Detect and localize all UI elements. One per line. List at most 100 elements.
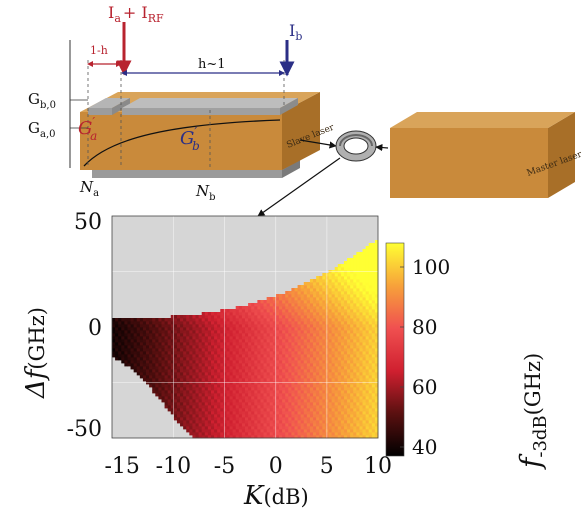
- heatmap-cell: [269, 366, 274, 370]
- heatmap-cell: [294, 363, 298, 367]
- heatmap-cell: [374, 309, 379, 313]
- heatmap-cell: [118, 333, 122, 337]
- heatmap-cell: [356, 297, 360, 301]
- heatmap-cell: [263, 354, 268, 358]
- heatmap-cell: [161, 342, 165, 346]
- heatmap-cell: [371, 309, 376, 313]
- heatmap-cell: [306, 318, 311, 322]
- heatmap-cell: [279, 294, 283, 298]
- x-tick-labels: -15 -10 -5 0 5 10: [104, 454, 392, 479]
- heatmap-cell: [127, 327, 131, 331]
- heatmap-cell: [359, 423, 363, 427]
- heatmap-cell: [257, 363, 261, 367]
- heatmap-cell: [350, 315, 354, 319]
- heatmap-cell: [152, 327, 156, 331]
- heatmap-cell: [294, 330, 298, 334]
- heatmap-cell: [176, 366, 181, 370]
- heatmap-cell: [353, 408, 357, 412]
- heatmap-cell: [328, 318, 332, 322]
- heatmap-cell: [241, 393, 246, 397]
- heatmap-cell: [257, 384, 261, 388]
- heatmap-cell: [263, 435, 268, 439]
- heatmap-cell: [374, 369, 379, 373]
- heatmap-cell: [152, 333, 156, 337]
- heatmap-cell: [167, 402, 172, 406]
- heatmap-cell: [257, 348, 261, 352]
- heatmap-cell: [279, 357, 283, 361]
- heatmap-cell: [189, 345, 193, 349]
- heatmap-cell: [158, 342, 162, 346]
- heatmap-cell: [365, 357, 370, 361]
- heatmap-cell: [266, 423, 271, 427]
- heatmap-cell: [272, 429, 277, 433]
- heatmap-cell: [146, 321, 150, 325]
- heatmap-cell: [152, 348, 156, 352]
- heatmap-cell: [263, 426, 268, 430]
- heatmap-cell: [223, 399, 227, 403]
- heatmap-cell: [241, 426, 246, 430]
- heatmap-cell: [313, 297, 317, 301]
- heatmap-cell: [198, 414, 203, 418]
- heatmap-cell: [127, 330, 131, 334]
- heatmap-cell: [353, 414, 357, 418]
- g-a-prime-label: G′ a: [78, 115, 97, 143]
- heatmap-cell: [368, 417, 373, 421]
- heatmap-cell: [183, 426, 187, 430]
- heatmap-cell: [309, 432, 314, 436]
- heatmap-cell: [192, 348, 196, 352]
- heatmap-cell: [337, 384, 342, 388]
- heatmap-cell: [186, 318, 190, 322]
- heatmap-cell: [353, 312, 357, 316]
- heatmap-cell: [331, 282, 336, 286]
- heatmap-cell: [353, 294, 357, 298]
- heatmap-cell: [204, 354, 209, 358]
- heatmap-cell: [223, 417, 227, 421]
- heatmap-cell: [319, 420, 323, 424]
- heatmap-cell: [170, 384, 175, 388]
- heatmap-cell: [313, 327, 317, 331]
- heatmap-cell: [368, 324, 373, 328]
- heatmap-cell: [371, 300, 376, 304]
- heatmap-cell: [248, 306, 252, 310]
- heatmap-cell: [121, 345, 125, 349]
- heatmap-cell: [368, 342, 373, 346]
- heatmap-cell: [288, 405, 292, 409]
- heatmap-cell: [118, 339, 122, 343]
- heatmap-cell: [356, 426, 360, 430]
- gain-curve: [83, 119, 281, 167]
- heatmap-cell: [279, 354, 283, 358]
- heatmap-cell: [189, 396, 193, 400]
- heatmap-cell: [343, 342, 348, 346]
- heatmap-cell: [146, 357, 150, 361]
- heatmap-cell: [220, 327, 224, 331]
- heatmap-cell: [350, 432, 354, 436]
- heatmap-cell: [300, 390, 305, 394]
- heatmap-cell: [183, 414, 187, 418]
- heatmap-cell: [115, 342, 119, 346]
- heatmap-cell: [161, 372, 165, 376]
- heatmap-cell: [155, 384, 159, 388]
- heatmap-cell: [294, 435, 298, 439]
- heatmap-cell: [201, 384, 206, 388]
- heatmap-cell: [359, 408, 363, 412]
- heatmap-cell: [356, 396, 360, 400]
- heatmap-cell: [164, 354, 169, 358]
- heatmap-cell: [149, 384, 153, 388]
- heatmap-cell: [353, 279, 357, 283]
- heatmap-cell: [374, 285, 379, 289]
- heatmap-cell: [201, 432, 206, 436]
- heatmap-cell: [241, 405, 246, 409]
- heatmap-cell: [260, 411, 264, 415]
- heatmap-cell: [288, 402, 292, 406]
- heatmap-cell: [368, 384, 373, 388]
- heatmap-cell: [266, 396, 271, 400]
- heatmap-cell: [152, 354, 156, 358]
- heatmap-cell: [347, 312, 351, 316]
- heatmap-cell: [337, 372, 342, 376]
- heatmap-cell: [331, 366, 336, 370]
- heatmap-cell: [347, 327, 351, 331]
- heatmap-cell: [210, 399, 215, 403]
- heatmap-cell: [365, 360, 370, 364]
- heatmap-cell: [220, 375, 224, 379]
- heatmap-cell: [368, 267, 373, 271]
